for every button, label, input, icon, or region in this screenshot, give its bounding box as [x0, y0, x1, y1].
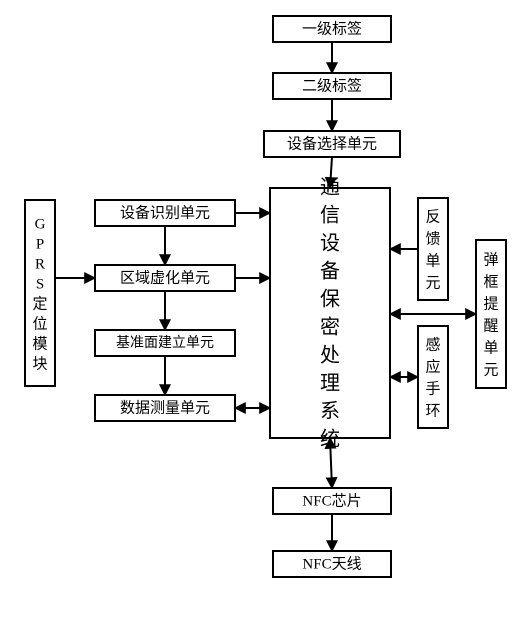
node-r2: 感应手环: [418, 326, 448, 428]
node-b1: NFC芯片: [273, 488, 391, 514]
label: 二级标签: [302, 77, 362, 94]
label: 基准面建立单元: [116, 334, 214, 351]
flowchart: 一级标签二级标签设备选择单元通信设备保密处理系统 GPRS定位模块 设备识别单元区域…: [0, 0, 519, 626]
label: 元: [425, 275, 440, 291]
node-l2: 区域虚化单元: [95, 265, 235, 291]
label: 模: [32, 335, 47, 352]
label: R: [35, 256, 45, 272]
label: 弹: [483, 251, 498, 268]
node-b2: NFC天线: [273, 551, 391, 577]
label: 手: [425, 380, 440, 397]
label: 理: [320, 373, 340, 395]
label: 设备选择单元: [287, 135, 377, 152]
label: 保: [320, 288, 340, 311]
label: 系: [320, 400, 340, 423]
label: 单: [483, 339, 498, 356]
label: NFC天线: [302, 555, 361, 572]
label: 设: [320, 232, 340, 255]
label: 环: [425, 403, 440, 419]
node-l3: 基准面建立单元: [95, 330, 235, 356]
node-c: 通信设备保密处理系统: [270, 176, 390, 451]
node-r3: 弹框提醒单元: [476, 240, 506, 388]
label: 设备识别单元: [120, 204, 210, 221]
label: 处: [320, 344, 340, 367]
node-l0: GPRS定位模块: [25, 200, 55, 386]
label: 信: [320, 204, 340, 227]
label: 区域虚化单元: [120, 269, 210, 286]
label: 感: [425, 336, 440, 353]
node-l4: 数据测量单元: [95, 395, 235, 421]
label: 反: [425, 208, 440, 225]
label: 应: [425, 357, 440, 375]
node-r1: 反馈单元: [418, 198, 448, 300]
label: 醒: [483, 318, 498, 334]
node-n3: 设备选择单元: [264, 131, 400, 157]
label: 块: [32, 355, 47, 372]
label: G: [35, 216, 46, 232]
label: P: [36, 236, 44, 252]
label: 密: [320, 316, 340, 339]
label: 备: [320, 260, 340, 283]
node-n1: 一级标签: [273, 16, 391, 42]
label: 提: [483, 295, 498, 312]
node-l1: 设备识别单元: [95, 200, 235, 226]
label: 位: [32, 315, 47, 332]
node-n2: 二级标签: [273, 73, 391, 99]
label: 一级标签: [302, 20, 362, 37]
label: 数据测量单元: [120, 399, 210, 416]
label: S: [36, 276, 44, 292]
label: 定: [32, 295, 47, 312]
label: 单: [425, 252, 440, 269]
label: 元: [483, 362, 498, 378]
label: 馈: [425, 230, 440, 247]
label: NFC芯片: [302, 492, 361, 509]
label: 框: [483, 273, 498, 290]
